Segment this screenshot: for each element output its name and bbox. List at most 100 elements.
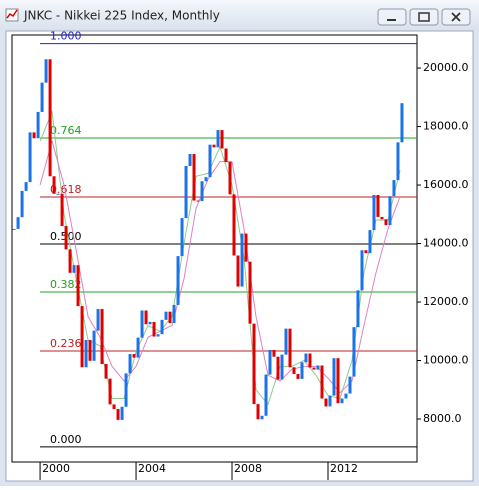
candle bbox=[132, 354, 136, 358]
candle bbox=[348, 376, 352, 394]
candle bbox=[332, 358, 336, 396]
y-tick-label: 12000.0 bbox=[423, 295, 469, 308]
candle bbox=[28, 132, 32, 183]
y-tick-label: 8000.0 bbox=[423, 412, 462, 425]
candle bbox=[216, 130, 220, 148]
candle bbox=[172, 304, 176, 324]
fib-label: 0.764 bbox=[50, 124, 82, 137]
candle bbox=[340, 398, 344, 404]
candle bbox=[356, 290, 360, 328]
candle bbox=[76, 265, 80, 307]
candle bbox=[20, 190, 24, 218]
candle bbox=[248, 261, 252, 324]
candle bbox=[84, 340, 88, 368]
candle bbox=[160, 319, 164, 335]
candle bbox=[184, 166, 188, 219]
candle bbox=[88, 340, 92, 361]
x-tick-label: 2012 bbox=[330, 462, 358, 475]
candle bbox=[236, 255, 240, 287]
candle bbox=[152, 321, 156, 337]
candle bbox=[256, 404, 260, 420]
x-tick-label: 2004 bbox=[138, 462, 166, 475]
y-tick-label: 16000.0 bbox=[423, 178, 469, 191]
candle bbox=[44, 59, 48, 83]
candle bbox=[228, 161, 232, 195]
candle bbox=[24, 182, 28, 191]
candle bbox=[388, 196, 392, 226]
candle bbox=[60, 193, 64, 226]
candle bbox=[124, 373, 128, 407]
candle bbox=[288, 328, 292, 368]
candle bbox=[100, 309, 104, 365]
candle bbox=[96, 309, 100, 331]
close-button[interactable] bbox=[441, 8, 471, 26]
fib-label: 0.618 bbox=[50, 183, 82, 196]
candle bbox=[304, 353, 308, 363]
candle bbox=[328, 395, 332, 407]
candle bbox=[200, 181, 204, 202]
fib-label: 0.236 bbox=[50, 337, 82, 350]
candle bbox=[128, 354, 132, 374]
maximize-button[interactable] bbox=[409, 8, 439, 26]
candle bbox=[92, 330, 96, 361]
x-tick-label: 2008 bbox=[234, 462, 262, 475]
candle bbox=[396, 142, 400, 181]
candle bbox=[16, 217, 20, 229]
plot-area bbox=[11, 34, 418, 463]
candle bbox=[192, 154, 196, 201]
candle bbox=[112, 404, 116, 410]
candle bbox=[272, 349, 276, 357]
candle bbox=[220, 130, 224, 149]
fib-label: 0.382 bbox=[50, 278, 82, 291]
candle bbox=[116, 409, 120, 420]
candle bbox=[120, 406, 124, 420]
candle bbox=[372, 194, 376, 231]
candle bbox=[64, 225, 68, 250]
candle bbox=[156, 334, 160, 337]
candle bbox=[400, 103, 404, 143]
candle bbox=[136, 337, 140, 358]
y-tick-label: 20000.0 bbox=[423, 61, 469, 74]
candle bbox=[244, 233, 248, 262]
candle bbox=[144, 310, 148, 325]
candle bbox=[240, 233, 244, 287]
window-title: JNKC - Nikkei 225 Index, Monthly bbox=[23, 9, 220, 23]
candle bbox=[224, 148, 228, 162]
candle bbox=[108, 378, 112, 405]
fib-label: 1.000 bbox=[50, 30, 82, 43]
moving-average bbox=[39, 139, 401, 394]
candle bbox=[312, 367, 316, 370]
candle bbox=[212, 144, 216, 148]
candle bbox=[320, 365, 324, 399]
candle bbox=[316, 365, 320, 370]
candle bbox=[68, 249, 72, 273]
candle bbox=[344, 393, 348, 399]
candle bbox=[376, 194, 380, 217]
candle bbox=[284, 328, 288, 355]
candle bbox=[300, 362, 304, 379]
candle bbox=[324, 398, 328, 407]
minimize-button[interactable] bbox=[377, 8, 407, 26]
candle bbox=[336, 358, 340, 404]
candle bbox=[148, 321, 152, 325]
candle bbox=[204, 177, 208, 182]
candle bbox=[392, 180, 396, 197]
candle bbox=[188, 154, 192, 167]
candle bbox=[384, 219, 388, 226]
candle bbox=[164, 311, 168, 320]
candle bbox=[268, 349, 272, 375]
candle bbox=[208, 144, 212, 178]
app-icon bbox=[5, 8, 19, 22]
candle bbox=[308, 353, 312, 368]
candle bbox=[252, 323, 256, 405]
candle bbox=[380, 216, 384, 220]
candle bbox=[264, 374, 268, 416]
candle bbox=[292, 367, 296, 374]
candle bbox=[364, 250, 368, 254]
candle bbox=[36, 111, 40, 139]
candle bbox=[180, 218, 184, 257]
candle bbox=[196, 200, 200, 202]
candle bbox=[368, 230, 372, 254]
candle bbox=[280, 354, 284, 380]
candle bbox=[296, 373, 300, 379]
